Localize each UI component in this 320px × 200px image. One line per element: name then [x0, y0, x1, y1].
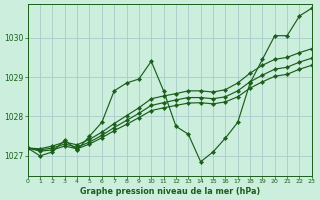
X-axis label: Graphe pression niveau de la mer (hPa): Graphe pression niveau de la mer (hPa): [80, 187, 260, 196]
